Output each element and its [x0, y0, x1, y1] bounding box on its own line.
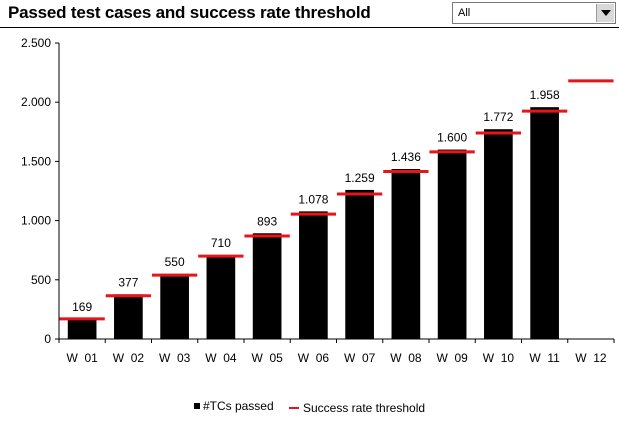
legend: #TCs passed Success rate threshold [0, 398, 619, 415]
data-label: 1.772 [483, 110, 513, 124]
y-tick-label: 1.000 [21, 214, 51, 228]
y-tick-label: 500 [31, 273, 51, 287]
legend-label-threshold: Success rate threshold [302, 401, 426, 415]
legend-bar-swatch [193, 403, 200, 409]
x-tick-label: W 05 [251, 351, 283, 365]
bar [437, 149, 467, 339]
data-label: 1.259 [345, 171, 375, 185]
data-label: 710 [211, 236, 231, 250]
bar [114, 294, 143, 339]
title-divider [0, 27, 619, 28]
data-label: 1.600 [437, 131, 467, 145]
bar [160, 273, 189, 339]
bar [530, 107, 559, 340]
x-tick-label: W 08 [390, 351, 422, 365]
data-label: 169 [72, 300, 92, 314]
x-tick-label: W 01 [66, 351, 98, 365]
chevron-down-icon [601, 10, 611, 16]
x-tick-label: W 12 [575, 351, 607, 365]
data-label: 893 [257, 214, 277, 228]
data-label: 1.958 [530, 88, 560, 102]
bar [391, 168, 421, 339]
bar [252, 233, 282, 339]
bar [299, 211, 328, 339]
data-label: 1.436 [391, 150, 421, 164]
chart-title: Passed test cases and success rate thres… [8, 3, 371, 22]
x-tick-label: W 07 [344, 351, 376, 365]
x-tick-label: W 10 [483, 351, 515, 365]
data-label: 550 [165, 255, 185, 269]
bar [345, 189, 374, 339]
x-tick-label: W 11 [529, 351, 560, 365]
legend-label-bars: #TCs passed [202, 399, 274, 413]
bar [484, 129, 513, 339]
x-tick-label: W 04 [205, 351, 237, 365]
y-tick-label: 2.000 [21, 95, 51, 109]
data-label: 1.078 [298, 192, 328, 206]
legend-item-bars: #TCs passed [193, 399, 274, 413]
x-tick-label: W 09 [436, 351, 468, 365]
legend-item-threshold: Success rate threshold [288, 401, 426, 415]
y-tick-label: 2.500 [21, 36, 51, 50]
filter-dropdown[interactable]: All [452, 2, 616, 24]
legend-line-swatch [288, 407, 299, 409]
y-tick-label: 1.500 [21, 154, 51, 168]
dropdown-button[interactable] [596, 4, 614, 22]
data-label: 377 [118, 275, 138, 289]
bar [206, 254, 236, 339]
x-tick-label: W 06 [298, 351, 330, 365]
x-tick-label: W 02 [113, 351, 145, 365]
bar [67, 318, 97, 339]
x-tick-label: W 03 [159, 351, 191, 365]
y-tick-label: 0 [44, 332, 51, 346]
filter-selected-value: All [458, 7, 471, 19]
